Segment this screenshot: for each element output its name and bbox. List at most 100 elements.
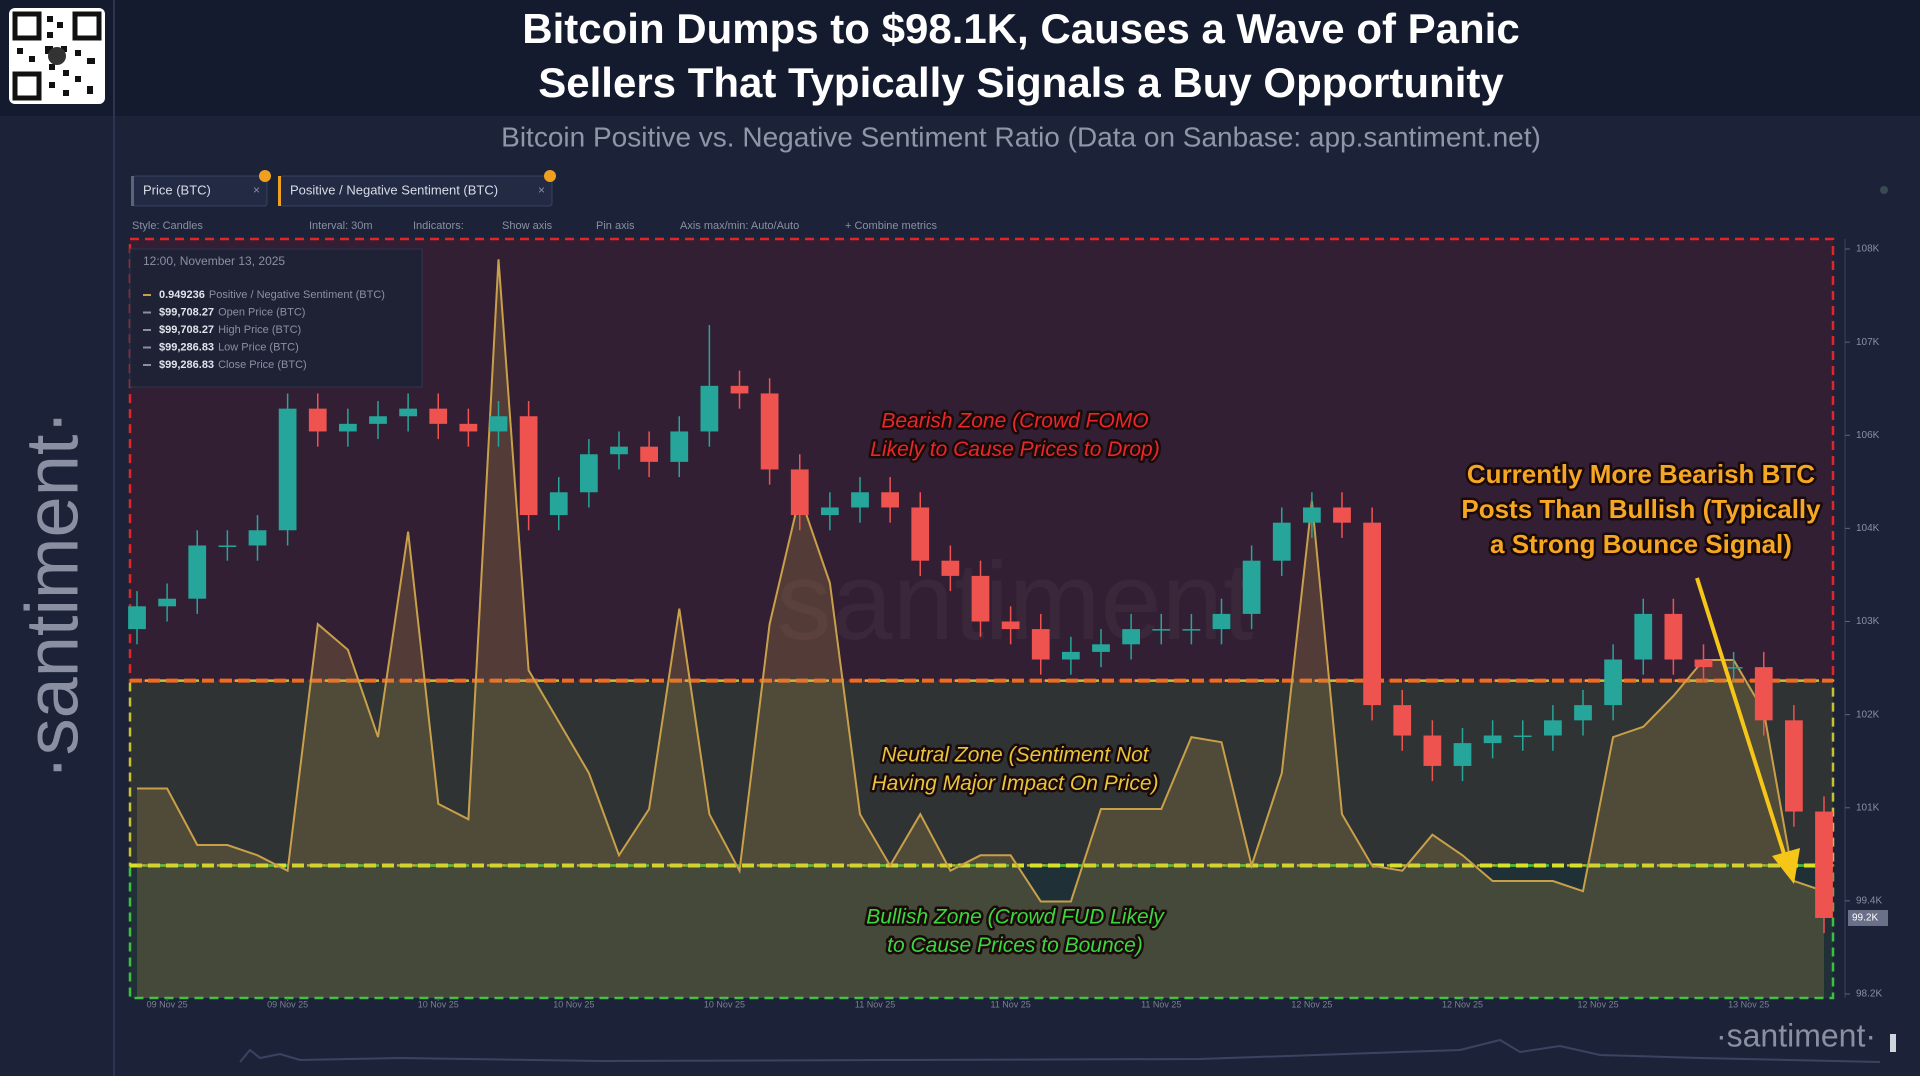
sentiment-area bbox=[137, 259, 1824, 998]
candle-body bbox=[790, 469, 809, 516]
tooltip-row: $99,286.83 Low Price (BTC) bbox=[159, 341, 299, 353]
toolbar-item[interactable]: Indicators: bbox=[413, 220, 464, 232]
tooltip-row: $99,286.83 Close Price (BTC) bbox=[159, 359, 307, 371]
tooltip-time: 12:00, November 13, 2025 bbox=[143, 254, 285, 268]
toolbar-item[interactable]: Style: Candles bbox=[132, 220, 203, 232]
tooltip-value: $99,708.27 bbox=[159, 324, 214, 336]
candle-body bbox=[911, 507, 930, 561]
tab-close[interactable]: × bbox=[538, 183, 545, 197]
candle-body bbox=[308, 408, 327, 432]
candle-body bbox=[158, 598, 177, 607]
tooltip-label: Positive / Negative Sentiment (BTC) bbox=[209, 289, 385, 301]
annotation: Currently More Bearish BTC bbox=[1467, 459, 1815, 489]
bullish-zone-border bbox=[128, 864, 1835, 1000]
x-tick-label: 11 Nov 25 bbox=[1141, 999, 1181, 1009]
toolbar-item[interactable]: Interval: 30m bbox=[309, 220, 373, 232]
current-price-label: 99.2K bbox=[1852, 913, 1878, 924]
toolbar-item[interactable]: Axis max/min: Auto/Auto bbox=[680, 220, 799, 232]
qr-code bbox=[9, 8, 105, 104]
neutral-zone-border bbox=[128, 679, 1835, 867]
y-tick-label: 101K bbox=[1856, 802, 1880, 813]
tab-close[interactable]: × bbox=[253, 183, 260, 197]
scroll-handle[interactable] bbox=[1890, 1034, 1896, 1052]
candle-body bbox=[1152, 629, 1171, 631]
annotation: a Strong Bounce Signal) bbox=[1490, 529, 1792, 559]
x-tick-label: 10 Nov 25 bbox=[704, 999, 745, 1009]
x-tick-label: 13 Nov 25 bbox=[1728, 999, 1769, 1009]
y-tick-label: 108K bbox=[1856, 244, 1880, 255]
candle-body bbox=[1634, 613, 1653, 660]
toolbar-item[interactable]: Pin axis bbox=[596, 220, 635, 232]
candle-body bbox=[1212, 613, 1231, 630]
tooltip-label: Open Price (BTC) bbox=[218, 306, 305, 318]
tab-badge bbox=[259, 170, 271, 182]
candle-body bbox=[1122, 629, 1141, 645]
tab-accent bbox=[278, 176, 281, 206]
x-tick-label: 11 Nov 25 bbox=[855, 999, 895, 1009]
candle-body bbox=[218, 545, 237, 547]
candle-body bbox=[1061, 651, 1080, 660]
tooltip-row: 0.949236 Positive / Negative Sentiment (B… bbox=[159, 289, 385, 301]
candle-body bbox=[549, 492, 568, 516]
candle-body bbox=[429, 408, 448, 424]
bullish-zone bbox=[130, 865, 1833, 998]
toolbar-item[interactable]: + Combine metrics bbox=[845, 220, 938, 232]
title-line: Bitcoin Dumps to $98.1K, Causes a Wave o… bbox=[522, 5, 1519, 52]
candle-body bbox=[338, 423, 357, 432]
candle-body bbox=[128, 606, 146, 630]
candle-body bbox=[1543, 720, 1562, 736]
candle-body bbox=[1182, 629, 1201, 631]
tooltip-value: $99,286.83 bbox=[159, 359, 214, 371]
y-tick-label: 106K bbox=[1856, 430, 1880, 441]
annotation: Neutral Zone (Sentiment Not bbox=[881, 744, 1149, 767]
candle-body bbox=[1302, 507, 1321, 523]
candle-body bbox=[489, 416, 508, 432]
title-line: Sellers That Typically Signals a Buy Opp… bbox=[538, 59, 1504, 106]
qr-finder bbox=[72, 11, 102, 41]
volume-strip bbox=[239, 1038, 1881, 1063]
candle-body bbox=[1664, 613, 1683, 660]
candle-body bbox=[941, 560, 960, 576]
candle-body bbox=[188, 545, 207, 599]
bearish-zone-border bbox=[128, 237, 1835, 682]
x-tick-label: 10 Nov 25 bbox=[418, 999, 459, 1009]
candle-body bbox=[1092, 644, 1110, 652]
candle-body bbox=[1574, 705, 1592, 721]
qr-finder bbox=[12, 11, 42, 41]
candle-body bbox=[1815, 811, 1833, 918]
subtitle: Bitcoin Positive vs. Negative Sentiment … bbox=[501, 121, 1541, 152]
candle-body bbox=[1604, 659, 1623, 706]
candle-body bbox=[640, 446, 659, 462]
candle-body bbox=[610, 446, 628, 455]
candle-body bbox=[1272, 522, 1291, 561]
qr-modules bbox=[17, 16, 95, 96]
tooltip-value: $99,286.83 bbox=[159, 341, 214, 353]
candle-body bbox=[369, 416, 387, 424]
annotation-arrow bbox=[1695, 577, 1788, 861]
candle-body bbox=[1513, 735, 1532, 738]
candle-body bbox=[1724, 667, 1743, 669]
y-tick-label: 104K bbox=[1856, 523, 1880, 534]
y-tick-label: 98.2K bbox=[1856, 989, 1882, 1000]
candle-body bbox=[760, 393, 779, 470]
sidebar-brand: ·santiment· bbox=[11, 410, 94, 780]
candle-body bbox=[1242, 560, 1261, 614]
header-band bbox=[0, 0, 1920, 116]
y-tick-label: 107K bbox=[1856, 337, 1880, 348]
candle-body bbox=[459, 423, 478, 432]
candle-body bbox=[1423, 735, 1442, 766]
tab-label: Positive / Negative Sentiment (BTC) bbox=[290, 182, 498, 197]
y-tick-label: 99.4K bbox=[1856, 896, 1882, 907]
annotation: Bearish Zone (Crowd FOMO bbox=[881, 410, 1148, 433]
candle-body bbox=[1363, 522, 1382, 706]
toolbar-item[interactable]: Show axis bbox=[502, 220, 553, 232]
candle-body bbox=[1694, 659, 1713, 668]
neutral-zone bbox=[130, 680, 1833, 866]
sentiment-line bbox=[137, 259, 1825, 903]
status-dot bbox=[1880, 186, 1888, 194]
current-price-tag bbox=[1848, 909, 1888, 926]
candle-body bbox=[730, 385, 749, 394]
tooltip bbox=[129, 248, 423, 388]
x-tick-label: 12 Nov 25 bbox=[1291, 999, 1332, 1009]
